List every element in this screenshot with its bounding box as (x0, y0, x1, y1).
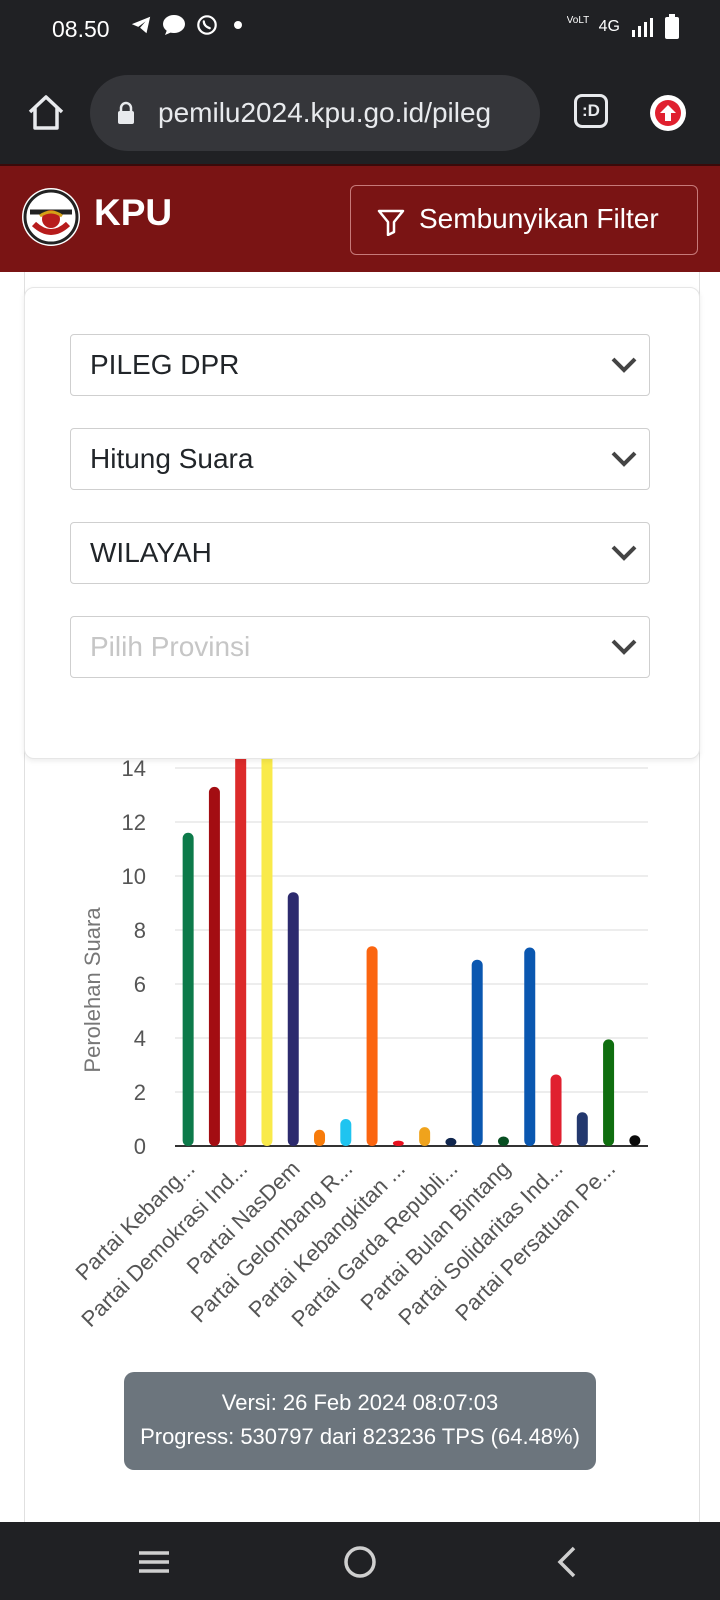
y-axis-label: Perolehan Suara (80, 907, 105, 1073)
bar (340, 1119, 352, 1146)
bar (235, 751, 247, 1146)
bar (471, 959, 483, 1146)
home-nav-icon[interactable] (340, 1542, 380, 1582)
bar (497, 1136, 509, 1146)
y-tick-label: 8 (134, 918, 146, 943)
bar (182, 832, 194, 1146)
kpu-logo[interactable] (22, 188, 80, 246)
lock-icon (118, 101, 134, 124)
recent-apps-icon[interactable] (134, 1542, 174, 1582)
signal-icon (632, 18, 653, 37)
election-type-value: PILEG DPR (90, 349, 240, 380)
chevron-down-icon (611, 639, 637, 655)
battery-icon (665, 14, 679, 39)
status-time: 08.50 (52, 16, 110, 42)
province-select[interactable]: Pilih Provinsi (70, 616, 650, 678)
region-type-select[interactable]: WILAYAH (70, 522, 650, 584)
status-bar: 08.50 VoLTE 4G (0, 0, 720, 62)
notification-icons (130, 14, 242, 36)
election-type-select[interactable]: PILEG DPR (70, 334, 650, 396)
y-tick-label: 12 (122, 810, 146, 835)
telegram-icon (131, 16, 151, 34)
filter-icon (377, 209, 405, 236)
y-tick-label: 14 (122, 756, 146, 781)
y-tick-label: 0 (134, 1134, 146, 1159)
more-notifications-icon (234, 21, 242, 29)
site-header: KPU Sembunyikan Filter (0, 164, 720, 272)
y-tick-label: 6 (134, 972, 146, 997)
count-type-select[interactable]: Hitung Suara (70, 428, 650, 490)
y-tick-label: 10 (122, 864, 146, 889)
bar (550, 1074, 562, 1146)
tab-switcher-button[interactable]: :D (574, 94, 608, 128)
bar (261, 746, 273, 1146)
bar (445, 1137, 457, 1146)
garuda-emblem-icon (23, 189, 79, 245)
filter-panel: PILEG DPR Hitung Suara WILAYAH Pilih Pro… (24, 287, 700, 759)
chevron-down-icon (611, 451, 637, 467)
progress-text: Progress: 530797 dari 823236 TPS (64.48%… (140, 1424, 580, 1449)
back-icon[interactable] (548, 1542, 588, 1582)
version-text: Versi: 26 Feb 2024 08:07:03 (221, 1390, 499, 1415)
hide-filter-label: Sembunyikan Filter (419, 203, 659, 234)
whatsapp-icon (197, 15, 217, 35)
bar (392, 1140, 404, 1146)
bar (524, 947, 536, 1146)
system-icons: VoLTE 4G (567, 14, 680, 40)
bar (287, 892, 299, 1146)
browser-toolbar: pemilu2024.kpu.go.id/pileg :D (0, 62, 720, 164)
bar (366, 946, 378, 1146)
bar (603, 1039, 615, 1146)
province-placeholder: Pilih Provinsi (90, 631, 251, 662)
count-type-value: Hitung Suara (90, 443, 254, 474)
y-tick-label: 4 (134, 1026, 146, 1051)
bar (314, 1129, 326, 1146)
version-badge: Versi: 26 Feb 2024 08:07:03 Progress: 53… (124, 1372, 596, 1470)
y-tick-label: 2 (134, 1080, 146, 1105)
region-type-value: WILAYAH (90, 537, 212, 568)
address-bar[interactable]: pemilu2024.kpu.go.id/pileg (90, 75, 540, 151)
network-type: 4G (598, 18, 620, 35)
bar (208, 786, 220, 1146)
chevron-down-icon (611, 357, 637, 373)
bar (629, 1135, 641, 1146)
bar (576, 1112, 588, 1146)
brand-name[interactable]: KPU (94, 192, 173, 233)
message-icon (163, 15, 185, 35)
extension-button[interactable] (650, 95, 686, 131)
volte-icon: VoLTE (566, 16, 589, 26)
url-text: pemilu2024.kpu.go.id/pileg (158, 97, 492, 128)
system-nav-bar (0, 1522, 720, 1600)
upload-arrow-icon (655, 100, 681, 126)
hide-filter-button[interactable]: Sembunyikan Filter (350, 185, 698, 255)
bar (419, 1127, 431, 1146)
home-icon[interactable] (24, 90, 68, 134)
chevron-down-icon (611, 545, 637, 561)
